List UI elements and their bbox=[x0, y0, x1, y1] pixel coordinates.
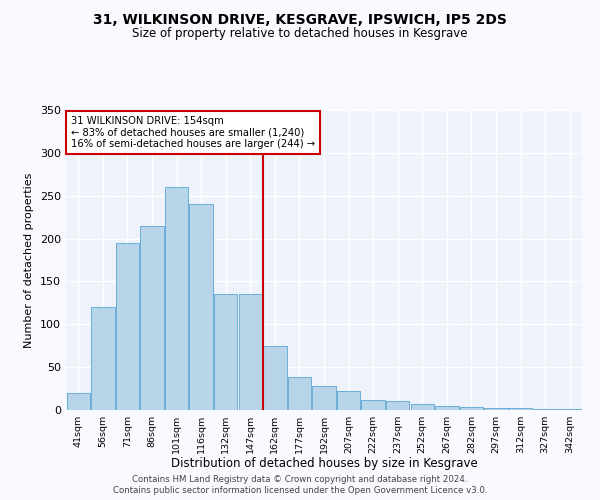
Text: 31 WILKINSON DRIVE: 154sqm
← 83% of detached houses are smaller (1,240)
16% of s: 31 WILKINSON DRIVE: 154sqm ← 83% of deta… bbox=[71, 116, 315, 149]
Bar bbox=[190, 204, 213, 410]
Bar bbox=[91, 307, 115, 410]
Bar bbox=[460, 408, 483, 410]
Bar bbox=[337, 391, 360, 410]
Bar bbox=[410, 404, 434, 410]
Y-axis label: Number of detached properties: Number of detached properties bbox=[25, 172, 34, 348]
Bar bbox=[484, 408, 508, 410]
Bar bbox=[313, 386, 335, 410]
Bar bbox=[67, 393, 90, 410]
Text: Distribution of detached houses by size in Kesgrave: Distribution of detached houses by size … bbox=[170, 458, 478, 470]
Text: Contains HM Land Registry data © Crown copyright and database right 2024.: Contains HM Land Registry data © Crown c… bbox=[132, 475, 468, 484]
Bar bbox=[361, 400, 385, 410]
Bar bbox=[263, 346, 287, 410]
Bar bbox=[140, 226, 164, 410]
Bar bbox=[558, 409, 581, 410]
Bar bbox=[214, 294, 238, 410]
Text: Size of property relative to detached houses in Kesgrave: Size of property relative to detached ho… bbox=[132, 28, 468, 40]
Bar bbox=[435, 406, 458, 410]
Text: Contains public sector information licensed under the Open Government Licence v3: Contains public sector information licen… bbox=[113, 486, 487, 495]
Bar bbox=[116, 243, 139, 410]
Text: 31, WILKINSON DRIVE, KESGRAVE, IPSWICH, IP5 2DS: 31, WILKINSON DRIVE, KESGRAVE, IPSWICH, … bbox=[93, 12, 507, 26]
Bar bbox=[533, 409, 557, 410]
Bar bbox=[239, 294, 262, 410]
Bar bbox=[165, 187, 188, 410]
Bar bbox=[509, 408, 532, 410]
Bar bbox=[288, 378, 311, 410]
Bar bbox=[386, 402, 409, 410]
